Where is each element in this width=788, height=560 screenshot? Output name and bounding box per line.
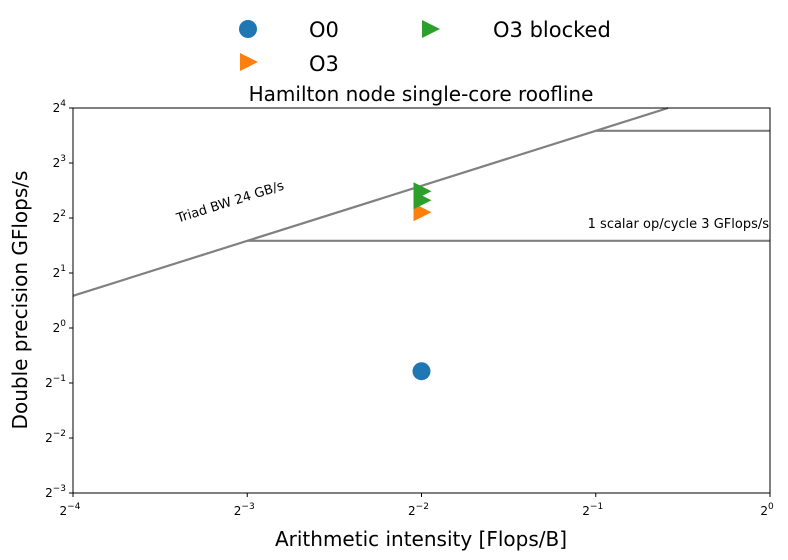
data-point-o0: [412, 362, 431, 381]
x-axis-label: Arithmetic intensity [Flops/B]: [275, 527, 567, 551]
x-tick-label: 2−1: [582, 502, 603, 518]
bandwidth-roof-label: Triad BW 24 GB/s: [174, 178, 286, 226]
plot-frame: [72, 107, 771, 494]
y-tick-label: 2−1: [45, 374, 66, 390]
data-points: [412, 182, 432, 381]
x-tick-label: 20: [760, 502, 774, 518]
legend-label-o0: O0: [309, 18, 339, 42]
bandwidth-roof-line: [72, 106, 669, 297]
y-tick-label: 2−2: [45, 429, 66, 445]
y-tick-label: 23: [53, 154, 66, 170]
y-tick-label: 20: [53, 319, 67, 335]
legend-marker-o0: [239, 20, 257, 38]
y-tick-label: 2−3: [45, 484, 66, 500]
chart-title: Hamilton node single-core roofline: [249, 82, 594, 106]
data-point-o3: [413, 203, 432, 222]
x-tick-label: 2−4: [60, 502, 81, 518]
x-tick-label: 2−3: [234, 502, 255, 518]
legend: O0 O3 O3 blocked: [239, 18, 611, 76]
scalar-ceiling-label: 1 scalar op/cycle 3 GFlops/s: [588, 217, 770, 232]
y-tick-label: 24: [53, 99, 67, 115]
x-tick-label: 2−2: [408, 502, 429, 518]
x-axis-ticks: 2−4 2−3 2−2 2−1 20: [60, 493, 774, 518]
legend-label-o3: O3: [309, 52, 339, 76]
data-point-o3-blocked: [413, 182, 432, 201]
legend-label-o3-blocked: O3 blocked: [493, 18, 611, 42]
y-tick-label: 22: [53, 209, 66, 225]
legend-marker-o3: [240, 53, 258, 71]
y-axis-label: Double precision GFlops/s: [8, 171, 32, 430]
legend-marker-o3-blocked: [422, 20, 440, 38]
y-axis-ticks: 2−3 2−2 2−1 20 21 22 23 24: [45, 99, 73, 500]
y-tick-label: 21: [53, 264, 66, 280]
